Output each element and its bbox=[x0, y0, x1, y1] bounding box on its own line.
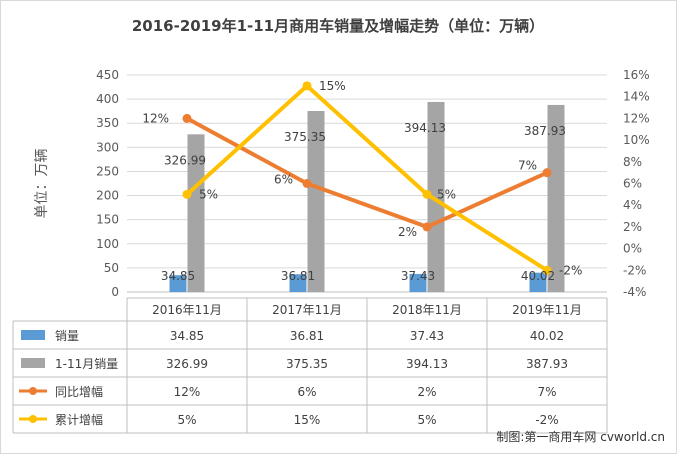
y-tick-label: 0 bbox=[111, 285, 119, 299]
table-cell: 375.35 bbox=[286, 357, 328, 371]
table-cell: 7% bbox=[537, 385, 556, 399]
bar-data-label: 394.13 bbox=[404, 121, 446, 135]
axis-ticks: 0 50 100 150 200 250 300 350 400 450 -4% -2% 0% 2% 4% 6… bbox=[96, 68, 650, 299]
y-tick-label: 100 bbox=[96, 237, 119, 251]
line-data-label: 12% bbox=[142, 111, 169, 125]
legend-entry: 同比增幅 bbox=[55, 384, 103, 399]
x-category-label: 2016年11月 bbox=[152, 303, 222, 317]
y-tick-label: 150 bbox=[96, 213, 119, 227]
data-labels: 34.85 36.81 37.43 40.02 326.99 375.35 394.13 38… bbox=[142, 79, 582, 283]
line-point bbox=[182, 189, 192, 199]
y2-tick-label: 10% bbox=[623, 133, 650, 147]
line-point bbox=[302, 179, 312, 188]
y2-tick-label: -4% bbox=[623, 285, 646, 299]
line-point bbox=[422, 222, 432, 232]
bar-ytd bbox=[187, 134, 205, 292]
legend-swatch bbox=[21, 330, 45, 340]
table-cell: 5% bbox=[177, 413, 196, 427]
y-tick-label: 200 bbox=[96, 189, 119, 203]
bar-ytd bbox=[307, 110, 325, 292]
table-cell: 37.43 bbox=[410, 329, 444, 343]
table-cell: -2% bbox=[535, 413, 558, 427]
table-cell: 15% bbox=[294, 413, 321, 427]
y2-tick-label: 2% bbox=[623, 220, 642, 234]
line-point bbox=[542, 265, 552, 275]
table-cell: 326.99 bbox=[166, 357, 208, 371]
line-point bbox=[182, 113, 192, 123]
y2-tick-label: 6% bbox=[623, 177, 642, 191]
chart-title: 2016-2019年1-11月商用车销量及增幅走势（单位：万辆） bbox=[132, 17, 544, 35]
x-category-label: 2019年11月 bbox=[512, 303, 582, 317]
line-data-label: -2% bbox=[559, 263, 582, 277]
y-tick-label: 400 bbox=[96, 92, 119, 106]
y-tick-label: 450 bbox=[96, 68, 119, 82]
y2-tick-label: 12% bbox=[623, 111, 650, 125]
table-cell: 40.02 bbox=[530, 329, 564, 343]
lines bbox=[182, 81, 552, 275]
legend-swatch bbox=[21, 358, 45, 368]
bar-data-label: 36.81 bbox=[281, 269, 315, 283]
line-point bbox=[302, 81, 312, 91]
legend-entry: 累计增幅 bbox=[55, 412, 103, 427]
bar-data-label: 326.99 bbox=[164, 153, 206, 167]
y2-tick-label: 8% bbox=[623, 155, 642, 169]
line-data-label: 5% bbox=[199, 187, 218, 201]
bar-monthly bbox=[169, 275, 187, 292]
y2-tick-label: -2% bbox=[623, 263, 646, 277]
bar-ytd bbox=[427, 101, 445, 292]
table-cell: 36.81 bbox=[290, 329, 324, 343]
bar-monthly bbox=[289, 274, 307, 292]
bar-data-label: 37.43 bbox=[401, 269, 435, 283]
y-axis-label: 单位：万辆 bbox=[34, 149, 50, 219]
table-cell: 5% bbox=[417, 413, 436, 427]
y2-tick-label: 4% bbox=[623, 198, 642, 212]
table-cell: 34.85 bbox=[170, 329, 204, 343]
line-data-label: 6% bbox=[274, 173, 293, 187]
line-point bbox=[542, 168, 552, 178]
line-data-label: 5% bbox=[437, 187, 456, 201]
bar-data-label: 375.35 bbox=[284, 130, 326, 144]
bar-data-label: 34.85 bbox=[161, 269, 195, 283]
source-credit: 制图:第一商用车网 cvworld.cn bbox=[496, 429, 665, 444]
bar-monthly bbox=[529, 272, 547, 292]
y-tick-label: 250 bbox=[96, 164, 119, 178]
table-cell: 2% bbox=[417, 385, 436, 399]
line-data-label: 15% bbox=[319, 79, 346, 93]
table-cell: 394.13 bbox=[406, 357, 448, 371]
y-tick-label: 350 bbox=[96, 116, 119, 130]
bars bbox=[169, 101, 565, 292]
y2-tick-label: 0% bbox=[623, 242, 642, 256]
x-category-label: 2018年11月 bbox=[392, 303, 462, 317]
bar-data-label: 387.93 bbox=[524, 124, 566, 138]
line-yoy bbox=[185, 116, 549, 229]
line-data-label: 2% bbox=[398, 225, 417, 239]
table-cell: 12% bbox=[174, 385, 201, 399]
table-cell: 387.93 bbox=[526, 357, 568, 371]
y2-tick-label: 16% bbox=[623, 68, 650, 82]
legend-marker bbox=[29, 415, 37, 423]
line-point bbox=[422, 189, 432, 199]
legend-entry: 销量 bbox=[55, 329, 79, 343]
bar-monthly bbox=[409, 273, 427, 292]
gridlines bbox=[127, 74, 607, 293]
y2-tick-label: 14% bbox=[623, 90, 650, 104]
table-cell: 6% bbox=[297, 385, 316, 399]
y-tick-label: 300 bbox=[96, 140, 119, 154]
line-data-label: 7% bbox=[518, 159, 537, 173]
line-cumulative bbox=[185, 83, 549, 273]
bar-data-label: 40.02 bbox=[521, 269, 555, 283]
x-category-label: 2017年11月 bbox=[272, 303, 342, 317]
legend-entry: 1-11月销量 bbox=[55, 357, 118, 371]
legend-marker bbox=[29, 387, 37, 395]
bar-ytd bbox=[547, 104, 565, 292]
y-tick-label: 50 bbox=[104, 261, 119, 275]
